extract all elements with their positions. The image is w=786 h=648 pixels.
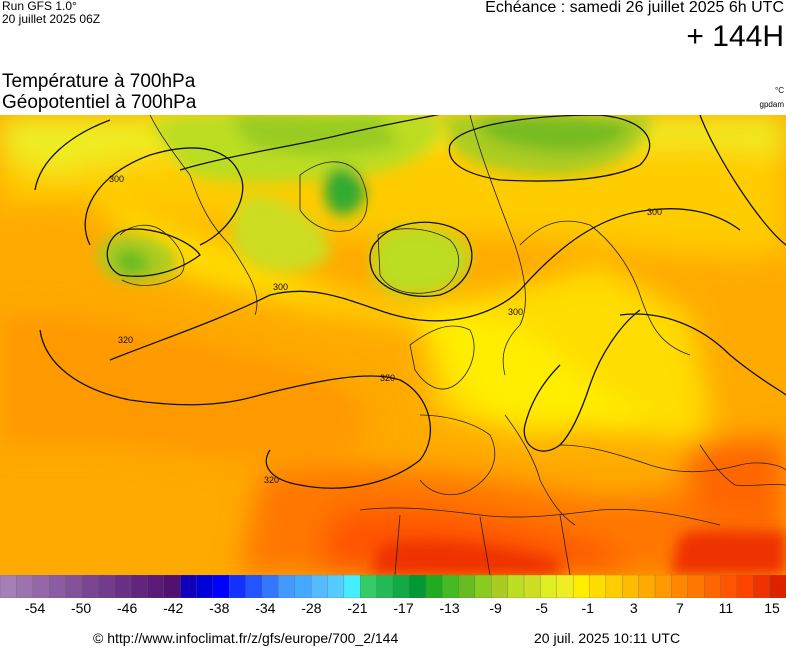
contour-label: 320 xyxy=(118,335,133,345)
color-swatch xyxy=(294,575,312,598)
color-swatch xyxy=(753,575,771,598)
color-swatch xyxy=(491,575,509,598)
color-swatch xyxy=(114,575,132,598)
color-scale-tick-label: 7 xyxy=(675,600,684,616)
color-scale-tick-label: -1 xyxy=(581,600,594,616)
color-swatch xyxy=(81,575,99,598)
chart-title-temperature: Température à 700hPa xyxy=(2,71,196,92)
color-swatch xyxy=(556,575,574,598)
color-swatch xyxy=(458,575,476,598)
contour-labels: 300 300 300 300 320 320 320 xyxy=(109,174,662,485)
color-swatch xyxy=(278,575,296,598)
color-swatch xyxy=(179,575,197,598)
color-swatch xyxy=(196,575,214,598)
contour-label: 320 xyxy=(264,475,279,485)
unit-geopotential: gpdam xyxy=(759,100,784,109)
color-swatch xyxy=(261,575,279,598)
color-scale-tick-label: -13 xyxy=(439,600,460,616)
contour-label: 320 xyxy=(380,373,395,383)
color-swatch xyxy=(720,575,738,598)
color-swatch xyxy=(16,575,34,598)
color-scale-tick-label: -46 xyxy=(117,600,138,616)
color-swatch xyxy=(622,575,640,598)
color-swatch xyxy=(638,575,656,598)
color-swatch xyxy=(523,575,541,598)
color-scale-tick-label: 11 xyxy=(718,600,734,616)
valid-time: Echéance : samedi 26 juillet 2025 6h UTC xyxy=(485,0,784,16)
color-swatch xyxy=(310,575,328,598)
color-swatch xyxy=(441,575,459,598)
color-swatch xyxy=(769,575,786,598)
color-swatch xyxy=(65,575,83,598)
color-swatch xyxy=(671,575,689,598)
color-swatch xyxy=(425,575,443,598)
color-scale-tick-label: -42 xyxy=(163,600,184,616)
color-swatch xyxy=(703,575,721,598)
color-swatch xyxy=(376,575,394,598)
color-swatch xyxy=(32,575,50,598)
color-swatch xyxy=(229,575,247,598)
color-swatch xyxy=(147,575,165,598)
color-swatch xyxy=(409,575,427,598)
color-swatch xyxy=(0,575,17,598)
color-scale-tick-label: -38 xyxy=(209,600,230,616)
color-scale-tick-label: -28 xyxy=(301,600,322,616)
color-scale-tick-label: -54 xyxy=(24,600,46,616)
unit-temperature: °C xyxy=(775,86,784,95)
color-swatch xyxy=(507,575,525,598)
color-swatch xyxy=(687,575,705,598)
color-swatch xyxy=(392,575,410,598)
color-scale-tick-label: -34 xyxy=(255,600,276,616)
color-scale-bar xyxy=(0,575,786,598)
color-scale-tick-label: 15 xyxy=(764,600,780,616)
color-swatch xyxy=(540,575,558,598)
color-swatch xyxy=(327,575,345,598)
contour-label: 300 xyxy=(273,282,288,292)
color-scale-tick-label: -50 xyxy=(70,600,92,616)
color-scale-tick-label: -21 xyxy=(347,600,368,616)
contour-label: 300 xyxy=(109,174,124,184)
color-swatch xyxy=(48,575,66,598)
color-swatch xyxy=(98,575,116,598)
generation-timestamp: 20 juil. 2025 10:11 UTC xyxy=(534,630,681,646)
color-swatch xyxy=(605,575,623,598)
color-swatch xyxy=(736,575,754,598)
lead-time: + 144H xyxy=(686,20,784,53)
color-scale-ticks: -54 -50 -46 -42 -38 -34 -28 -21 -17 -13 -9 -5 -1 3 7 11… xyxy=(0,598,786,620)
color-swatch xyxy=(163,575,181,598)
chart-title-geopotential: Géopotentiel à 700hPa xyxy=(2,92,197,113)
color-swatch xyxy=(474,575,492,598)
coastlines xyxy=(119,115,786,575)
geopotential-contours xyxy=(34,115,786,489)
color-scale-tick-label: -17 xyxy=(393,600,414,616)
color-swatch xyxy=(589,575,607,598)
weather-map[interactable]: 300 300 300 300 320 320 320 xyxy=(0,115,786,575)
contour-label: 300 xyxy=(647,207,662,217)
color-swatch xyxy=(130,575,148,598)
temperature-field xyxy=(0,115,786,575)
color-swatch xyxy=(360,575,378,598)
color-scale-tick-label: -9 xyxy=(489,600,502,616)
color-swatch xyxy=(654,575,672,598)
run-label: Run GFS 1.0° xyxy=(2,0,77,13)
run-date: 20 juillet 2025 06Z xyxy=(2,12,101,26)
color-scale-tick-label: -5 xyxy=(535,600,548,616)
color-scale-tick-label: 3 xyxy=(629,600,638,616)
color-swatch xyxy=(343,575,361,598)
contour-label: 300 xyxy=(508,307,523,317)
credit-link[interactable]: © http://www.infoclimat.fr/z/gfs/europe/… xyxy=(93,630,399,646)
color-swatch xyxy=(245,575,263,598)
color-swatch xyxy=(212,575,230,598)
color-swatch xyxy=(572,575,590,598)
